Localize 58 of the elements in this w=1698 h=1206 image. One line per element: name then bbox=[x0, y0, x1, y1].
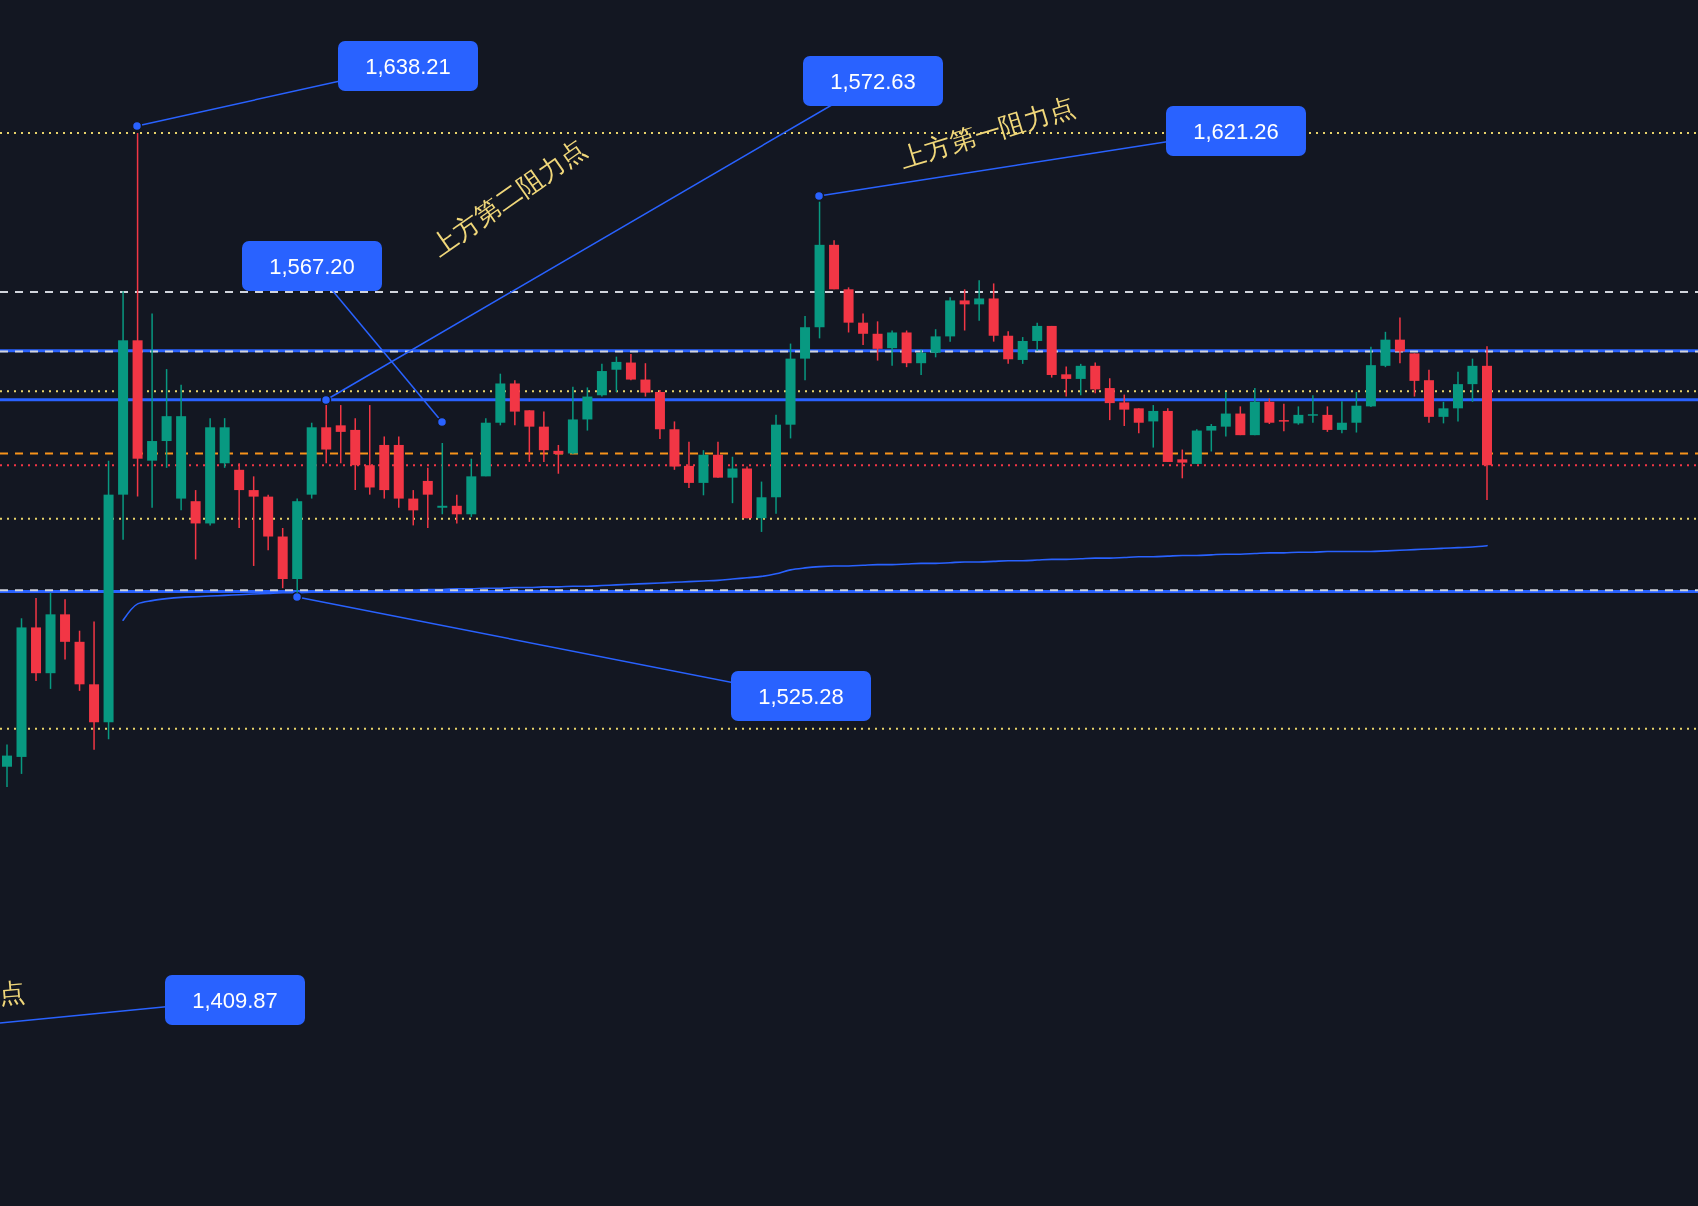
candlestick bbox=[408, 489, 419, 527]
candlestick bbox=[1278, 403, 1289, 432]
text: 1,572.63 bbox=[830, 68, 916, 94]
candlestick bbox=[1264, 397, 1275, 425]
text: 点 bbox=[0, 976, 27, 1009]
candlestick bbox=[524, 409, 535, 463]
candlestick bbox=[727, 455, 738, 504]
candlestick bbox=[916, 348, 927, 376]
candlestick bbox=[538, 410, 549, 463]
candlestick bbox=[1307, 394, 1318, 424]
candlestick bbox=[1003, 330, 1014, 365]
candlestick bbox=[1467, 357, 1478, 403]
candlestick bbox=[1336, 400, 1347, 434]
candlestick bbox=[1133, 407, 1144, 434]
candlestick bbox=[959, 288, 970, 332]
candlestick bbox=[234, 462, 245, 529]
candlestick bbox=[974, 279, 985, 322]
candlestick bbox=[437, 442, 448, 516]
candlestick bbox=[1235, 405, 1246, 436]
candlestick bbox=[1322, 405, 1333, 433]
candlestick bbox=[451, 493, 462, 525]
annotation: 上方第一阻力点 bbox=[895, 91, 1079, 174]
candlestick bbox=[1090, 361, 1101, 395]
candlestick bbox=[1394, 316, 1405, 364]
text: 1,409.87 bbox=[192, 987, 278, 1013]
candlestick bbox=[872, 320, 883, 362]
candlestick bbox=[1438, 401, 1449, 425]
candlestick bbox=[611, 355, 622, 393]
candlestick bbox=[712, 440, 723, 479]
candlestick bbox=[335, 404, 346, 465]
annotation: 1,567.20 bbox=[269, 253, 355, 279]
candlestick bbox=[1061, 365, 1072, 398]
candlestick bbox=[1119, 393, 1130, 427]
candlestick bbox=[625, 353, 636, 381]
candlestick bbox=[858, 312, 869, 346]
candlestick bbox=[640, 362, 651, 398]
candlestick bbox=[147, 312, 158, 509]
candlestick bbox=[248, 475, 259, 567]
candlestick bbox=[1351, 391, 1362, 434]
candlestick bbox=[1220, 391, 1231, 438]
annotation: 上方第二阻力点 bbox=[425, 133, 592, 263]
candlestick bbox=[190, 489, 201, 561]
candlestick bbox=[1206, 423, 1217, 453]
annotation: 1,621.26 bbox=[1193, 118, 1279, 144]
candlestick bbox=[1293, 405, 1304, 426]
candlestick bbox=[930, 328, 941, 359]
text: 1,638.21 bbox=[365, 53, 451, 79]
candlestick bbox=[1017, 336, 1028, 365]
annotation: 1,525.28 bbox=[758, 683, 844, 709]
candlestick bbox=[1032, 321, 1043, 352]
candlestick bbox=[887, 329, 898, 367]
candlestick bbox=[1075, 363, 1086, 396]
candlestick bbox=[756, 480, 767, 533]
candlestick bbox=[2, 743, 12, 788]
candlestick bbox=[1104, 377, 1115, 421]
candlestick bbox=[1148, 404, 1159, 449]
candlestick bbox=[422, 467, 433, 529]
candlestick bbox=[582, 386, 593, 432]
